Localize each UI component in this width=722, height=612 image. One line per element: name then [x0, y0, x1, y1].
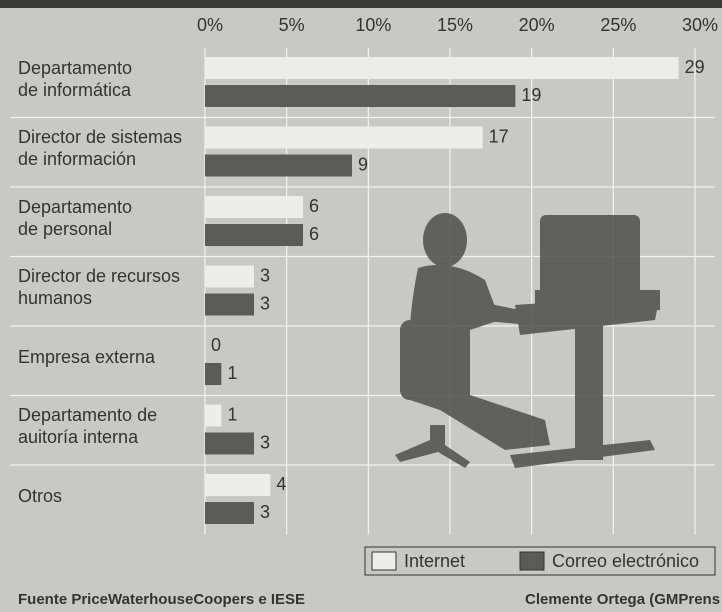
- bar: [205, 404, 222, 427]
- value-label: 3: [260, 432, 270, 452]
- value-label: 6: [309, 196, 319, 216]
- bar: [205, 474, 271, 496]
- credit: Clemente Ortega (GMPrens: [525, 591, 720, 608]
- legend-swatch: [519, 551, 545, 571]
- value-label: 6: [309, 224, 319, 244]
- value-label: 9: [358, 154, 368, 174]
- source: Fuente PriceWaterhouseCoopers e IESE: [18, 591, 305, 608]
- bar: [205, 126, 483, 149]
- x-tick-label: 10%: [355, 15, 391, 35]
- computer-user-illustration: [395, 213, 660, 468]
- value-label: 1: [227, 363, 237, 383]
- value-label: 3: [260, 265, 270, 285]
- bar: [205, 502, 254, 524]
- bar: [205, 85, 516, 107]
- bar: [205, 224, 303, 246]
- category-label: Empresa externa: [18, 346, 156, 367]
- value-label: 3: [260, 293, 270, 313]
- category-label: Director de recursos humanos: [18, 266, 181, 309]
- legend-label: Internet: [404, 551, 465, 571]
- value-label: 29: [685, 57, 705, 77]
- x-tick-label: 15%: [437, 15, 473, 35]
- category-label: Otros: [18, 485, 63, 506]
- value-label: 0: [211, 335, 221, 355]
- x-tick-label: 0%: [197, 15, 223, 35]
- bar: [205, 432, 254, 455]
- bar: [205, 363, 222, 385]
- value-label: 19: [521, 85, 541, 105]
- category-label: Director de sistemas de información: [18, 127, 183, 170]
- x-tick-label: 5%: [279, 15, 305, 35]
- bar: [205, 265, 254, 288]
- value-label: 3: [260, 502, 270, 522]
- bar: [205, 57, 679, 79]
- top-strip: [0, 0, 722, 8]
- value-label: 1: [227, 404, 237, 424]
- x-tick-label: 30%: [682, 15, 718, 35]
- bar: [205, 196, 303, 218]
- bar: [205, 154, 352, 177]
- category-label: Departamento de auitoría interna: [18, 405, 158, 448]
- bar: [205, 293, 254, 316]
- x-tick-label: 20%: [519, 15, 555, 35]
- x-tick-label: 25%: [600, 15, 636, 35]
- category-label: Departamento de informática: [18, 57, 133, 100]
- legend-label: Correo electrónico: [552, 551, 699, 571]
- legend-swatch: [371, 551, 397, 571]
- value-label: 4: [276, 474, 286, 494]
- legend-box: [364, 546, 716, 576]
- value-label: 17: [489, 126, 509, 146]
- category-label: Departamento de personal: [18, 196, 133, 239]
